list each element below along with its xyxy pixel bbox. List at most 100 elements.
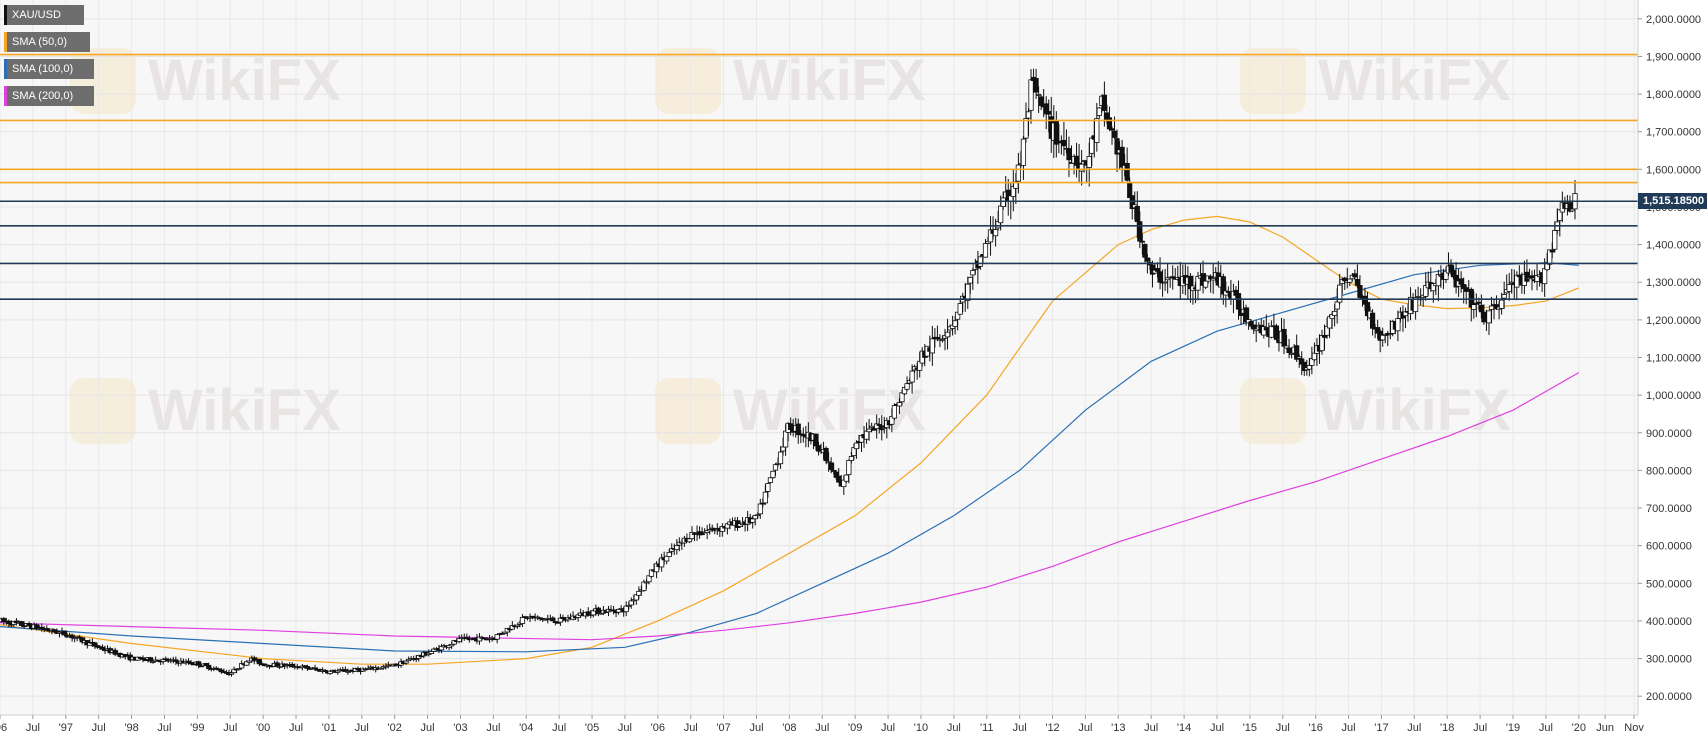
watermark: WikiFX	[1240, 378, 1511, 444]
candle-body	[1033, 77, 1039, 93]
candle-body	[590, 610, 596, 616]
candle-body	[863, 430, 870, 440]
candle-body	[1529, 275, 1535, 279]
candle-body	[1286, 347, 1292, 354]
candle-body	[1020, 138, 1027, 166]
candle-body	[1253, 328, 1259, 332]
time-tick-label: '05	[585, 722, 599, 734]
watermark-layer: WikiFX WikiFX WikiFX WikiFX WikiFX WikiFX	[70, 48, 1511, 444]
price-tick-label: 1,600.0000	[1646, 164, 1701, 176]
candle-body	[1542, 268, 1548, 285]
time-tick-label: '06	[651, 722, 665, 734]
sma-line	[0, 372, 1580, 641]
candle-body	[1334, 301, 1340, 310]
candle-body	[767, 477, 774, 483]
candle	[236, 668, 242, 671]
candle-body	[1471, 304, 1477, 310]
time-tick-label: Jul	[1078, 722, 1092, 734]
price-tick-label: 700.0000	[1646, 503, 1692, 515]
candle-body	[1506, 284, 1512, 292]
candle-body	[1038, 96, 1044, 107]
price-tick-label: 300.0000	[1646, 654, 1692, 666]
candle-body	[256, 658, 262, 665]
time-tick-label: Jul	[1539, 722, 1553, 734]
candle-body	[623, 605, 629, 613]
candle-body	[757, 503, 763, 515]
candle-body	[939, 338, 946, 341]
price-tick-label: 1,800.0000	[1646, 89, 1701, 101]
candle-body	[236, 668, 242, 670]
candle-body	[967, 277, 973, 284]
time-tick-label: Jul	[1473, 722, 1487, 734]
candle-body	[1000, 197, 1006, 207]
time-tick-label: Jul	[92, 722, 106, 734]
time-tick-label: Jul	[1013, 722, 1027, 734]
watermark-logo-icon	[655, 48, 721, 114]
candle-body	[1046, 111, 1052, 115]
legend-sma-100[interactable]: SMA (100,0)	[4, 59, 94, 79]
candle-body	[274, 662, 280, 667]
time-tick-label: '14	[1177, 722, 1191, 734]
candle-body	[1015, 164, 1021, 182]
candle-body	[1524, 271, 1530, 282]
candle-body	[1028, 79, 1034, 111]
candle-body	[1101, 94, 1107, 111]
candle-body	[196, 661, 202, 666]
time-axis[interactable]: '96 Jul '97 Jul '98 Jul '99 Jul '00 Jul '01 Jul '02 J…	[0, 715, 1644, 734]
legend-sma-200[interactable]: SMA (200,0)	[4, 86, 94, 106]
candle-body	[1203, 280, 1209, 288]
candle-body	[707, 529, 713, 532]
candle-body	[1023, 118, 1029, 139]
time-tick-label: Jul	[1144, 722, 1158, 734]
candle-body	[1369, 312, 1376, 329]
sma-line	[0, 215, 1580, 665]
candle-body	[1332, 310, 1338, 316]
legend-symbol[interactable]: XAU/USD	[4, 5, 84, 25]
candle-body	[1354, 279, 1361, 286]
time-tick-label: '07	[716, 722, 730, 734]
candle-body	[1053, 120, 1059, 145]
candle	[550, 616, 556, 622]
price-tick-label: 1,000.0000	[1646, 390, 1701, 402]
time-tick-label: Jul	[1210, 722, 1224, 734]
legend-sma-50-label: SMA (50,0)	[12, 36, 68, 48]
candle-body	[815, 445, 822, 452]
watermark-text: WikiFX	[148, 378, 341, 443]
time-tick-label: '09	[848, 722, 862, 734]
watermark-text: WikiFX	[148, 48, 341, 113]
candle-body	[770, 470, 776, 479]
candle-body	[1235, 293, 1242, 310]
legend-sma-50[interactable]: SMA (50,0)	[4, 32, 90, 52]
price-tick-label: 800.0000	[1646, 465, 1692, 477]
candle-body	[772, 464, 779, 471]
watermark-logo-icon	[1240, 48, 1306, 114]
candle-body	[1268, 325, 1274, 338]
candlestick-series	[0, 68, 1578, 677]
time-tick-label: '99	[190, 722, 204, 734]
candle	[1253, 320, 1259, 343]
candle-body	[1347, 278, 1353, 283]
candle-body	[636, 590, 642, 596]
candle-body	[1458, 278, 1464, 285]
time-tick-label: Nov	[1624, 722, 1644, 734]
candle-body	[977, 256, 984, 267]
legend-sma-200-label: SMA (200,0)	[12, 90, 74, 102]
price-tick-label: 600.0000	[1646, 541, 1692, 553]
time-tick-label: Jul	[1407, 722, 1421, 734]
candle-body	[755, 514, 761, 517]
candle-body	[823, 447, 829, 462]
candle	[699, 527, 705, 536]
horizontal-levels	[0, 53, 1638, 300]
candle-body	[1144, 257, 1151, 262]
time-tick-label: '01	[322, 722, 336, 734]
candle-body	[1154, 267, 1161, 272]
candle-body	[993, 229, 999, 237]
legend-swatch	[4, 32, 7, 52]
candle-body	[1501, 294, 1507, 299]
candle-body	[998, 205, 1004, 224]
candle-body	[1273, 325, 1280, 340]
grid-lines	[0, 0, 1638, 715]
price-axis[interactable]: 200.0000 300.0000 400.0000 500.0000 600.0000…	[1638, 14, 1701, 703]
candle-body	[1569, 208, 1576, 212]
